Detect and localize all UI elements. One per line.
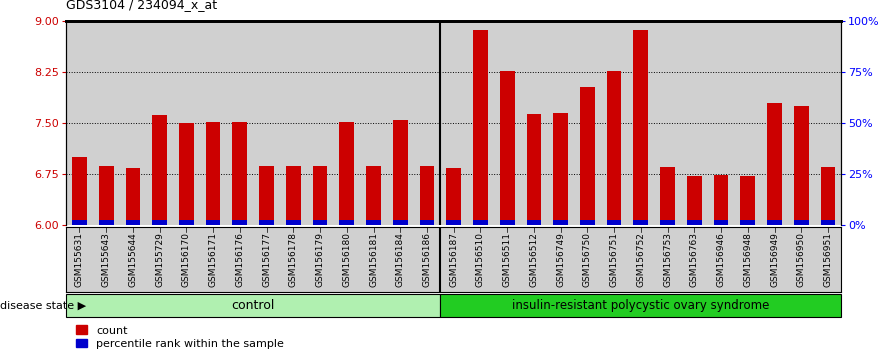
Bar [339, 122, 354, 225]
Text: disease state ▶: disease state ▶ [0, 300, 86, 310]
Bar [440, 294, 841, 317]
Bar [447, 168, 461, 225]
Text: GSM156511: GSM156511 [503, 232, 512, 287]
Text: GSM156171: GSM156171 [209, 232, 218, 287]
Bar [72, 157, 87, 225]
Bar [633, 30, 648, 225]
Bar [72, 220, 87, 225]
Bar [714, 175, 729, 225]
Bar [126, 220, 140, 225]
Text: GSM156187: GSM156187 [449, 232, 458, 287]
Text: GSM156951: GSM156951 [824, 232, 833, 287]
Text: GSM156180: GSM156180 [343, 232, 352, 287]
Bar [527, 220, 541, 225]
Text: GSM155631: GSM155631 [75, 232, 84, 287]
Bar [687, 220, 701, 225]
Text: GSM156753: GSM156753 [663, 232, 672, 287]
Text: GSM156749: GSM156749 [556, 232, 565, 287]
Legend: count, percentile rank within the sample: count, percentile rank within the sample [71, 321, 288, 353]
Bar [794, 106, 809, 225]
Bar [660, 167, 675, 225]
Bar [473, 220, 488, 225]
Text: GSM156763: GSM156763 [690, 232, 699, 287]
Bar [767, 103, 781, 225]
Bar [206, 122, 220, 225]
Text: GSM156949: GSM156949 [770, 232, 779, 287]
Bar [259, 166, 274, 225]
Text: GSM156950: GSM156950 [796, 232, 806, 287]
Text: GSM156177: GSM156177 [262, 232, 271, 287]
Bar [607, 220, 621, 225]
Text: GSM156946: GSM156946 [716, 232, 726, 287]
Bar [419, 166, 434, 225]
Bar [714, 220, 729, 225]
Bar [152, 115, 167, 225]
Bar [393, 220, 408, 225]
Text: insulin-resistant polycystic ovary syndrome: insulin-resistant polycystic ovary syndr… [512, 299, 769, 312]
Bar [286, 220, 300, 225]
Text: GSM156948: GSM156948 [744, 232, 752, 287]
Bar [580, 87, 595, 225]
Text: GSM156752: GSM156752 [636, 232, 646, 287]
Bar [633, 220, 648, 225]
Text: GSM156750: GSM156750 [583, 232, 592, 287]
Bar [820, 220, 835, 225]
Bar [233, 122, 248, 225]
Text: GSM156751: GSM156751 [610, 232, 618, 287]
Text: GSM156178: GSM156178 [289, 232, 298, 287]
Text: GDS3104 / 234094_x_at: GDS3104 / 234094_x_at [66, 0, 218, 11]
Bar [553, 113, 568, 225]
Bar [740, 220, 755, 225]
Bar [339, 220, 354, 225]
Text: GSM156186: GSM156186 [423, 232, 432, 287]
Bar [527, 114, 541, 225]
Bar [767, 220, 781, 225]
Bar [286, 166, 300, 225]
Bar [313, 220, 328, 225]
Text: GSM156181: GSM156181 [369, 232, 378, 287]
Bar [179, 123, 194, 225]
Bar [500, 72, 515, 225]
Text: GSM156512: GSM156512 [529, 232, 538, 287]
Text: GSM155643: GSM155643 [101, 232, 111, 287]
Bar [607, 71, 621, 225]
Bar [99, 220, 114, 225]
Bar [366, 220, 381, 225]
Text: GSM156170: GSM156170 [181, 232, 191, 287]
Bar [206, 220, 220, 225]
Bar [179, 220, 194, 225]
Text: control: control [232, 299, 275, 312]
Bar [66, 294, 440, 317]
Text: GSM156510: GSM156510 [476, 232, 485, 287]
Bar [233, 220, 248, 225]
Bar [794, 220, 809, 225]
Bar [740, 176, 755, 225]
Bar [259, 220, 274, 225]
Bar [580, 220, 595, 225]
Text: GSM155729: GSM155729 [155, 232, 164, 287]
Bar [366, 166, 381, 225]
Text: GSM156176: GSM156176 [235, 232, 244, 287]
Text: GSM156184: GSM156184 [396, 232, 404, 287]
Bar [313, 166, 328, 225]
Bar [820, 167, 835, 225]
Text: GSM156179: GSM156179 [315, 232, 324, 287]
Bar [126, 168, 140, 225]
Bar [152, 220, 167, 225]
Bar [447, 220, 461, 225]
Bar [99, 166, 114, 225]
Bar [419, 220, 434, 225]
Bar [687, 176, 701, 225]
Text: GSM155644: GSM155644 [129, 232, 137, 286]
Bar [393, 120, 408, 225]
Bar [553, 220, 568, 225]
Bar [500, 220, 515, 225]
Bar [473, 30, 488, 225]
Bar [660, 220, 675, 225]
